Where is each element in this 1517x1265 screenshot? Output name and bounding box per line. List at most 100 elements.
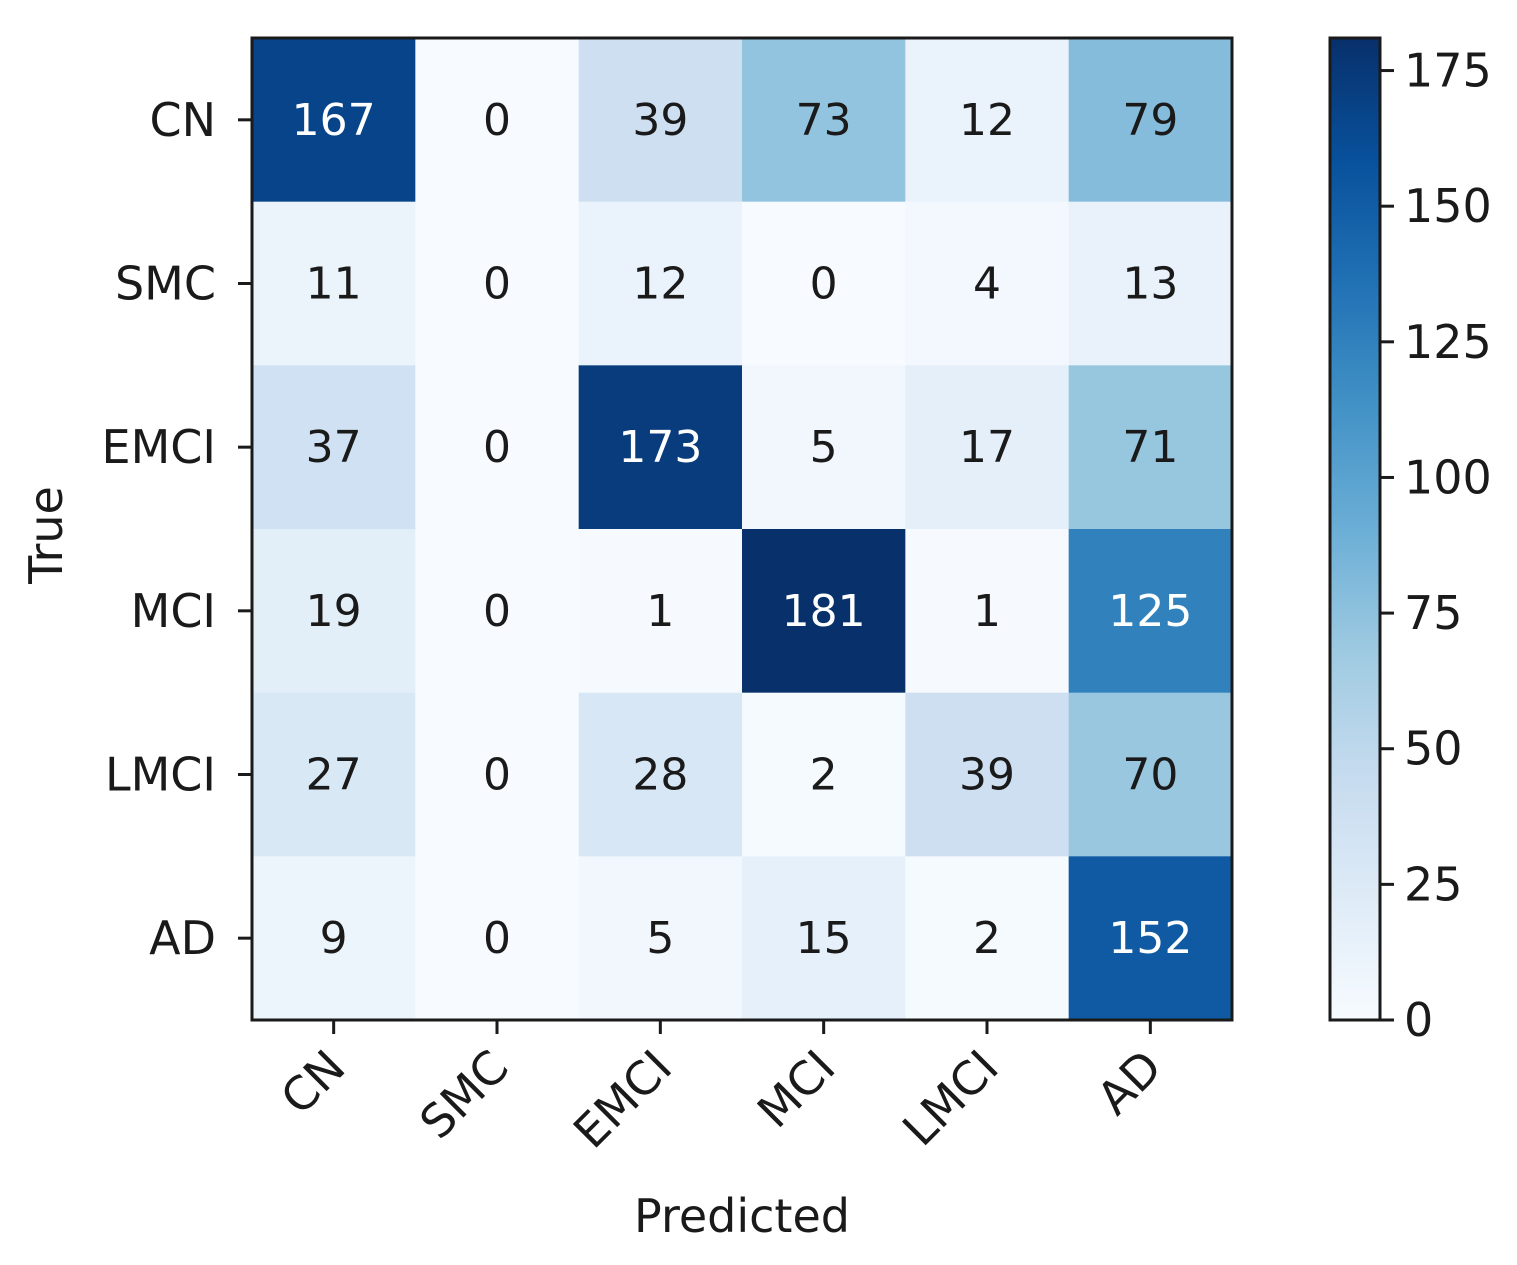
colorbar-tick-label: 100: [1404, 450, 1492, 504]
cell-value-label: 1: [973, 586, 1001, 637]
cell-value-label: 9: [320, 913, 348, 964]
heatmap-cell: [1068, 692, 1233, 857]
colorbar-tick-label: 25: [1404, 857, 1463, 911]
colorbar: 0 25 50 75 100 125 150 175: [1328, 36, 1492, 1047]
colorbar-ticks: 0 25 50 75 100 125 150 175: [1380, 44, 1492, 1047]
heatmap-cell: [742, 856, 906, 1021]
heatmap-cell: [415, 856, 580, 1021]
cell-value-label: 73: [796, 95, 852, 146]
colorbar-tick-label: 125: [1404, 315, 1492, 369]
cell-value-label: 0: [810, 259, 838, 310]
x-tick-label: LMCI: [892, 1040, 1009, 1157]
cell-value-label: 37: [306, 422, 362, 473]
cell-value-label: 19: [306, 586, 362, 637]
heatmap-cell: [578, 38, 743, 203]
cell-value-label: 0: [483, 750, 511, 801]
cell-value-label: 5: [810, 422, 838, 473]
heatmap-cell: [415, 38, 580, 203]
cell-value-label: 2: [810, 750, 838, 801]
colorbar-tick-label: 50: [1404, 722, 1463, 776]
cell-value-label: 5: [646, 913, 674, 964]
heatmap-cell: [905, 856, 1070, 1021]
heatmap-cell: [905, 529, 1070, 694]
heatmap-cell: [742, 38, 906, 203]
y-tick-label: EMCI: [102, 420, 216, 474]
heatmap-cell: [415, 201, 580, 366]
heatmap-cell: [1068, 856, 1233, 1021]
cell-value-label: 15: [796, 913, 852, 964]
cell-value-label: 0: [483, 913, 511, 964]
cell-value-label: 152: [1108, 913, 1192, 964]
cell-value-label: 0: [483, 95, 511, 146]
plot-frame: [250, 36, 1234, 1022]
heatmap-cell: [252, 529, 416, 694]
cell-value-label: 13: [1122, 259, 1178, 310]
heatmap-cell: [415, 692, 580, 857]
cell-value-label: 70: [1122, 750, 1178, 801]
heatmap-cell: [905, 201, 1070, 366]
y-tick-label: LMCI: [105, 748, 216, 802]
heatmap-cells: [252, 38, 1233, 1021]
heatmap-cell: [578, 365, 743, 530]
cell-value-label: 1: [646, 586, 674, 637]
y-tick-label: AD: [149, 911, 216, 965]
heatmap-cell: [252, 365, 416, 530]
heatmap-cell: [1068, 365, 1233, 530]
heatmap-cell: [578, 856, 743, 1021]
heatmap-cell: [742, 529, 906, 694]
heatmap-cell: [905, 365, 1070, 530]
heatmap-cell: [252, 692, 416, 857]
cell-value-label: 125: [1108, 586, 1192, 637]
cell-value-label: 39: [632, 95, 688, 146]
heatmap-cell: [1068, 529, 1233, 694]
cell-value-label: 79: [1122, 95, 1178, 146]
colorbar-tick-label: 75: [1404, 586, 1463, 640]
cell-value-label: 39: [959, 750, 1015, 801]
x-tick-label: EMCI: [563, 1040, 682, 1159]
x-tick-label: AD: [1087, 1040, 1172, 1125]
x-tick-label: CN: [270, 1040, 355, 1125]
colorbar-tick-label: 175: [1404, 44, 1492, 98]
y-tick-label: SMC: [115, 257, 216, 311]
heatmap-cell: [742, 365, 906, 530]
cell-value-label: 17: [959, 422, 1015, 473]
cell-value-label: 0: [483, 422, 511, 473]
heatmap-cell: [578, 529, 743, 694]
heatmap-cell: [252, 201, 416, 366]
y-tick-label: MCI: [131, 584, 216, 638]
cell-value-label: 2: [973, 913, 1001, 964]
cell-value-label: 4: [973, 259, 1001, 310]
colorbar-tick-label: 0: [1404, 993, 1433, 1047]
heatmap-cell: [578, 201, 743, 366]
y-tick-label: CN: [149, 93, 216, 147]
heatmap-cell: [1068, 38, 1233, 203]
heatmap-cell: [905, 692, 1070, 857]
colorbar-gradient: [1330, 38, 1380, 1020]
x-axis-title: Predicted: [634, 1189, 850, 1243]
heatmap-cell: [252, 38, 416, 203]
x-tick-label: SMC: [409, 1040, 519, 1150]
cell-value-label: 71: [1122, 422, 1178, 473]
colorbar-tick-label: 150: [1404, 179, 1492, 233]
y-axis-title: True: [19, 486, 73, 585]
heatmap-cell: [905, 38, 1070, 203]
cell-value-label: 12: [959, 95, 1015, 146]
cell-value-label: 27: [306, 750, 362, 801]
cell-value-label: 173: [618, 422, 702, 473]
heatmap-cell: [415, 529, 580, 694]
x-tick-label: MCI: [747, 1040, 846, 1139]
heatmap-cell: [742, 201, 906, 366]
cell-value-label: 11: [306, 259, 362, 310]
heatmap-cell: [252, 856, 416, 1021]
y-axis: CN SMC EMCI MCI LMCI AD: [102, 93, 252, 965]
cell-value-label: 181: [782, 586, 866, 637]
cell-value-label: 12: [632, 259, 688, 310]
x-axis: CN SMC EMCI MCI LMCI AD: [270, 1020, 1172, 1159]
colorbar-frame: [1328, 36, 1382, 1022]
cell-value-label: 28: [632, 750, 688, 801]
heatmap-cell: [742, 692, 906, 857]
cell-value-label: 0: [483, 259, 511, 310]
cell-value-label: 0: [483, 586, 511, 637]
